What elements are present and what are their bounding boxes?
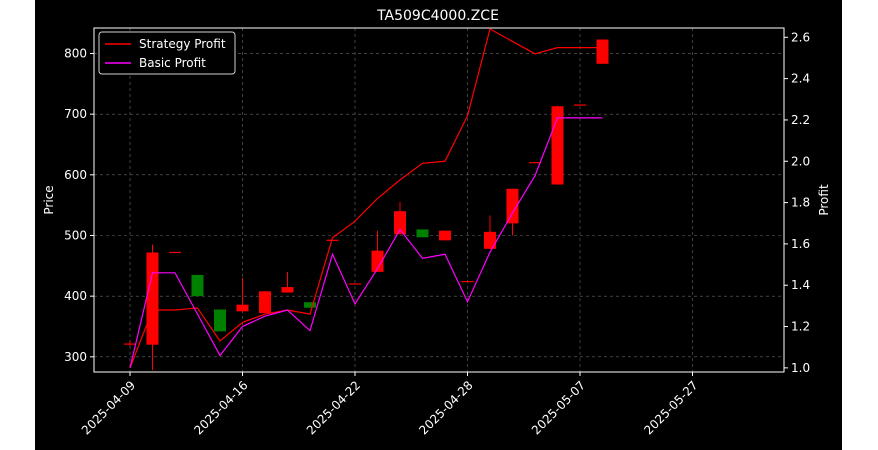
y-tick-label-right: 1.6 [791,237,810,251]
candlestick-chart: 300 400 500 600 700 800 1.0 1.2 1.4 1.6 1.8 2.0 2.2 2… [42,8,831,437]
plot-frame [93,27,785,373]
candle-body [439,230,451,241]
candle-body [236,304,249,312]
y-tick-label-right: 1.4 [791,278,810,292]
y-tick-label-left: 800 [64,46,87,60]
tick-labels: 300 400 500 600 700 800 1.0 1.2 1.4 1.6 1.8 2.0 2.2 2… [64,30,810,437]
candle-body [214,309,226,332]
candle-body [574,104,586,106]
y-tick-label-left: 700 [64,107,87,121]
x-tick-label: 2025-04-22 [304,378,363,437]
candles [124,39,609,371]
y-axis-label-left: Price [42,185,56,214]
y-tick-label-right: 1.8 [791,196,810,210]
axes-frame [93,27,785,373]
y-tick-label-right: 2.6 [791,30,810,44]
y-tick-label-right: 2.4 [791,72,810,86]
candle-body [484,231,496,249]
candle-body [146,252,159,345]
basic-profit-line [129,117,603,369]
candle-body [259,291,271,314]
candle-body [506,188,519,224]
candle-body [461,280,474,283]
legend-label-strategy: Strategy Profit [139,37,226,51]
y-tick-label-right: 2.2 [791,113,810,127]
x-tick-label: 2025-05-27 [641,378,700,437]
profit-lines [129,28,603,369]
x-tick-label: 2025-04-09 [79,378,138,437]
y-tick-label-left: 400 [64,289,87,303]
grid-lines [94,28,784,372]
candle-body [124,343,136,345]
y-tick-label-left: 300 [64,350,87,364]
figure-background: 300 400 500 600 700 800 1.0 1.2 1.4 1.6 1.8 2.0 2.2 2… [35,0,842,450]
x-tick-label: 2025-04-16 [191,378,250,437]
strategy-profit-line [129,28,603,369]
candle-body [416,229,429,238]
legend-label-basic: Basic Profit [139,56,206,70]
candle-body [349,283,361,285]
candle-body [281,287,294,293]
y-tick-label-left: 600 [64,168,87,182]
y-tick-label-left: 500 [64,228,87,242]
candle-body [529,162,541,164]
candle-body [371,250,384,272]
y-tick-label-right: 2.0 [791,154,810,168]
chart-title: TA509C4000.ZCE [376,8,499,24]
y-tick-label-right: 1.0 [791,361,810,375]
candle-body [169,251,181,254]
candle-body [191,274,204,297]
candle-body [394,211,406,235]
legend: Strategy Profit Basic Profit [98,31,236,75]
x-tick-label: 2025-05-07 [529,378,588,437]
y-tick-label-right: 1.2 [791,320,810,334]
y-axis-label-right: Profit [817,184,831,216]
candle-body [596,39,609,64]
candle-body [326,239,339,241]
x-tick-label: 2025-04-28 [416,378,475,437]
legend-box [98,31,236,75]
candle-body [304,302,316,308]
